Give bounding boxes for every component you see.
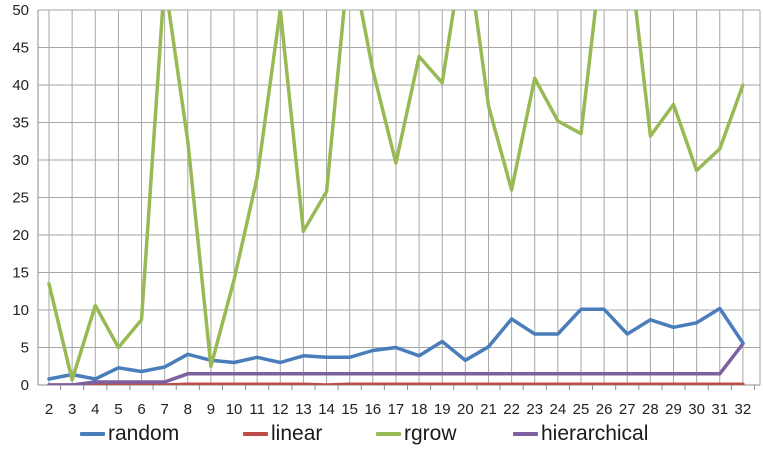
legend-item-rgrow: rgrow	[376, 419, 457, 449]
legend-label: random	[108, 422, 180, 445]
series-line-linear	[47, 382, 745, 385]
x-tick-label: 17	[388, 401, 405, 418]
x-tick-label: 4	[91, 401, 99, 418]
x-tick-label: 7	[160, 401, 168, 418]
x-tick-label: 10	[226, 401, 243, 418]
x-tick-label: 32	[735, 401, 752, 418]
y-tick-label: 0	[21, 377, 29, 394]
series-line-rgrow	[47, 10, 745, 382]
y-tick-label: 25	[12, 190, 29, 207]
x-tick-label: 30	[688, 401, 705, 418]
y-tick-label: 35	[12, 115, 29, 132]
x-tick-label: 31	[711, 401, 728, 418]
x-tick-label: 20	[457, 401, 474, 418]
x-tick-label: 28	[642, 401, 659, 418]
x-tick-label: 13	[295, 401, 312, 418]
x-tick-label: 27	[619, 401, 636, 418]
legend-swatch	[80, 432, 105, 436]
legend: random linear rgrow hierarchical	[0, 419, 763, 449]
x-tick-label: 8	[184, 401, 192, 418]
legend-swatch	[376, 432, 401, 436]
series-line-random	[47, 306, 745, 381]
x-tick-label: 25	[573, 401, 590, 418]
x-tick-label: 14	[318, 401, 335, 418]
x-tick-label: 22	[503, 401, 520, 418]
x-tick-label: 16	[364, 401, 381, 418]
x-tick-label: 6	[137, 401, 145, 418]
legend-item-hierarchical: hierarchical	[513, 419, 648, 449]
x-tick-label: 21	[480, 401, 497, 418]
x-tick-label: 19	[434, 401, 451, 418]
x-tick-label: 26	[596, 401, 613, 418]
y-tick-label: 20	[12, 227, 29, 244]
y-tick-label: 40	[12, 77, 29, 94]
x-tick-label: 12	[272, 401, 289, 418]
series-line-hierarchical	[47, 342, 745, 385]
y-tick-label: 45	[12, 40, 29, 57]
x-tick-label: 24	[550, 401, 567, 418]
legend-item-random: random	[80, 419, 179, 449]
x-tick-label: 15	[341, 401, 358, 418]
x-tick-label: 18	[411, 401, 428, 418]
legend-swatch	[243, 432, 268, 436]
legend-item-linear: linear	[243, 419, 322, 449]
y-tick-label: 10	[12, 302, 29, 319]
x-tick-label: 11	[249, 401, 265, 418]
y-tick-label: 30	[12, 152, 29, 169]
legend-label: rgrow	[404, 422, 457, 445]
x-tick-label: 29	[665, 401, 682, 418]
y-tick-label: 5	[21, 340, 29, 357]
legend-label: linear	[271, 422, 323, 445]
legend-swatch	[513, 432, 538, 436]
x-tick-label: 3	[68, 401, 76, 418]
x-tick-label: 23	[526, 401, 543, 418]
x-tick-label: 2	[45, 401, 53, 418]
y-tick-label: 15	[12, 265, 29, 282]
x-tick-label: 5	[114, 401, 122, 418]
y-tick-label: 50	[12, 2, 29, 19]
x-tick-label: 9	[207, 401, 215, 418]
legend-label: hierarchical	[541, 422, 649, 445]
